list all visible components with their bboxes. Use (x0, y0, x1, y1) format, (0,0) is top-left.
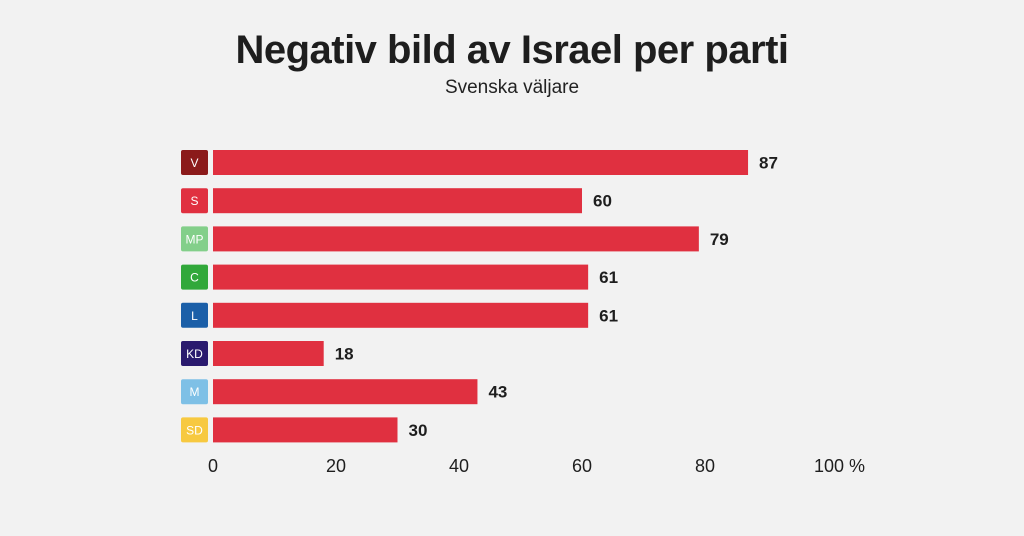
bar-c (213, 264, 589, 290)
x-tick-label-100: 100 % (814, 456, 865, 476)
chart-subtitle: Svenska väljare (444, 77, 580, 98)
category-label-c: C (190, 271, 199, 285)
value-label-s: 60 (593, 192, 612, 211)
category-label-mp: MP (186, 232, 204, 246)
bar-kd (213, 341, 324, 366)
chart-title: Negativ bild av Israel per parti (235, 28, 789, 72)
bar-sd (213, 417, 398, 443)
x-tick-label-80: 80 (695, 456, 715, 476)
party-badge-c (181, 264, 208, 290)
value-label-c: 61 (599, 268, 618, 287)
value-label-l: 61 (599, 306, 618, 325)
bar-v (213, 150, 749, 175)
category-label-kd: KD (186, 347, 203, 361)
x-tick-label-0: 0 (208, 456, 218, 476)
party-badge-s (181, 188, 208, 214)
x-tick-label-60: 60 (572, 456, 592, 476)
category-label-sd: SD (186, 423, 203, 437)
value-label-sd: 30 (409, 421, 428, 440)
value-label-v: 87 (759, 154, 778, 173)
bar-l (213, 302, 589, 328)
value-label-kd: 18 (335, 345, 354, 364)
category-label-m: M (190, 385, 200, 399)
party-badge-sd (181, 417, 208, 443)
party-badge-kd (181, 341, 208, 366)
x-tick-label-40: 40 (449, 456, 469, 476)
category-label-l: L (191, 309, 198, 323)
party-badge-m (181, 379, 208, 405)
category-label-v: V (190, 156, 198, 170)
x-tick-label-20: 20 (326, 456, 346, 476)
bar-m (213, 379, 478, 405)
category-label-s: S (190, 194, 198, 208)
bar-mp (213, 226, 699, 252)
bar-s (213, 188, 582, 214)
party-badge-v (181, 150, 208, 175)
party-badge-l (181, 302, 208, 328)
party-badge-mp (181, 226, 208, 252)
value-label-m: 43 (488, 383, 507, 402)
value-label-mp: 79 (710, 230, 729, 249)
